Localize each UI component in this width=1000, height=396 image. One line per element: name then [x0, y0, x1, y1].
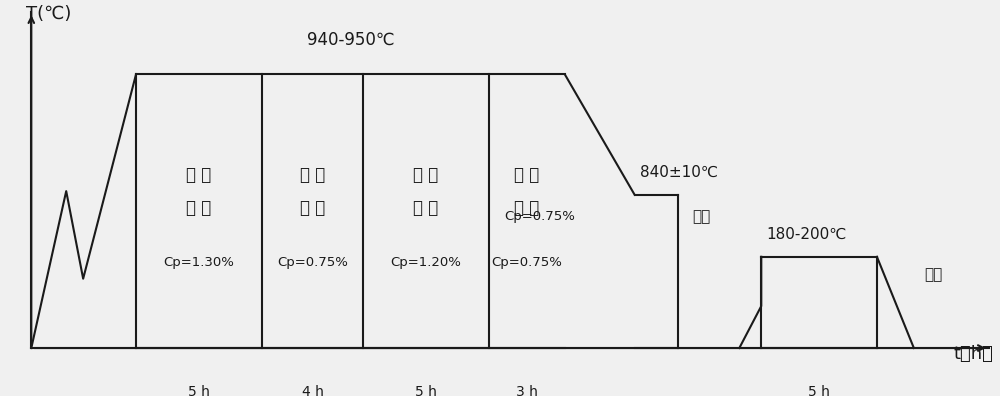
Text: 扩 散: 扩 散: [300, 198, 325, 217]
Text: 840±10℃: 840±10℃: [640, 165, 718, 180]
Text: 5 h: 5 h: [808, 385, 830, 396]
Text: 5 h: 5 h: [188, 385, 210, 396]
Text: Cp=0.75%: Cp=0.75%: [504, 210, 575, 223]
Text: Cp=1.20%: Cp=1.20%: [391, 256, 462, 269]
Text: 一 次: 一 次: [300, 166, 325, 184]
Text: Cp=0.75%: Cp=0.75%: [492, 256, 562, 269]
Text: 油淣: 油淣: [692, 209, 711, 224]
Text: 4 h: 4 h: [302, 385, 324, 396]
Text: T(℃): T(℃): [26, 5, 72, 23]
Text: t（h）: t（h）: [954, 345, 994, 363]
Text: 強 渗: 強 渗: [413, 198, 439, 217]
Text: 強 渗: 強 渗: [186, 198, 212, 217]
Text: 940-950℃: 940-950℃: [307, 31, 394, 49]
Text: 5 h: 5 h: [415, 385, 437, 396]
Text: 一 次: 一 次: [186, 166, 212, 184]
Text: 二 次: 二 次: [514, 166, 540, 184]
Text: 扩 散: 扩 散: [514, 198, 540, 217]
Text: 180-200℃: 180-200℃: [766, 227, 847, 242]
Text: 3 h: 3 h: [516, 385, 538, 396]
Text: Cp=1.30%: Cp=1.30%: [164, 256, 235, 269]
Text: 空冷: 空冷: [924, 268, 942, 283]
Text: Cp=0.75%: Cp=0.75%: [277, 256, 348, 269]
Text: 二 次: 二 次: [413, 166, 439, 184]
